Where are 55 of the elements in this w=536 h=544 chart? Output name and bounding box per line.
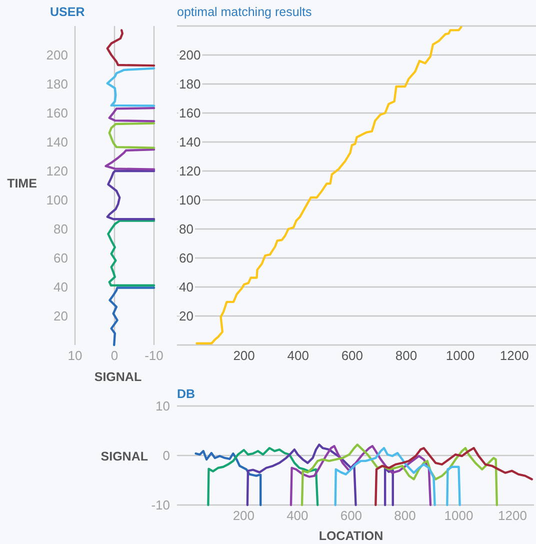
x-tick-label: 1200 — [500, 348, 529, 363]
x-tick-label: 1200 — [498, 508, 527, 523]
x-tick-label: 600 — [341, 348, 364, 363]
x-tick-label: 800 — [394, 508, 416, 523]
y-tick-label: 120 — [46, 164, 68, 179]
y-tick-label: 120 — [179, 164, 201, 179]
y-tick-label: 20 — [54, 308, 68, 324]
y-tick-label: 100 — [46, 192, 68, 208]
line-series — [194, 450, 262, 506]
x-tick-label: 10 — [68, 348, 82, 363]
line-series — [108, 286, 156, 346]
y-axis-title: SIGNAL — [100, 449, 148, 464]
y-tick-label: 160 — [46, 106, 68, 121]
y-tick-label: 40 — [179, 280, 194, 295]
line-series — [106, 67, 156, 107]
chart-title: DB — [177, 387, 196, 401]
y-tick-label: 160 — [179, 106, 201, 121]
x-axis-title: LOCATION — [318, 529, 384, 543]
line-series — [107, 220, 156, 287]
x-tick-label: 400 — [287, 348, 309, 363]
y-tick-label: 40 — [54, 280, 68, 295]
line-series — [207, 446, 319, 506]
y-tick-label: 180 — [46, 76, 68, 92]
x-tick-label: 200 — [232, 508, 255, 523]
y-tick-label: 140 — [179, 134, 201, 150]
y-tick-label: 60 — [179, 250, 194, 266]
x-axis-title: SIGNAL — [94, 370, 142, 384]
x-tick-label: 400 — [286, 508, 308, 523]
x-tick-label: 200 — [233, 348, 255, 363]
y-tick-label: 200 — [46, 48, 68, 63]
x-tick-label: 600 — [340, 508, 362, 523]
x-tick-label: 1000 — [446, 348, 475, 363]
y-tick-label: 200 — [179, 48, 201, 63]
y-tick-label: 180 — [179, 76, 201, 92]
line-series — [106, 29, 156, 67]
y-tick-label: 100 — [179, 192, 201, 208]
y-tick-label: 20 — [179, 308, 194, 324]
y-tick-label: 140 — [46, 134, 68, 150]
y-tick-label: 60 — [54, 250, 68, 266]
chart-title: USER — [50, 5, 85, 19]
y-tick-label: 0 — [162, 448, 170, 464]
line-series — [374, 446, 533, 506]
y-tick-label: 80 — [54, 222, 68, 237]
line-series — [108, 122, 156, 149]
line-series — [300, 444, 498, 506]
x-tick-label: 800 — [395, 348, 418, 363]
line-series — [106, 170, 156, 220]
y-axis-title: TIME — [7, 176, 37, 190]
line-series — [290, 444, 432, 506]
x-tick-label: 1000 — [444, 508, 474, 523]
x-tick-label: 0 — [110, 348, 118, 363]
y-tick-label: -10 — [151, 498, 170, 513]
chart-title: optimal matching results — [177, 5, 312, 19]
y-tick-label: 10 — [156, 398, 170, 414]
y-tick-label: 80 — [179, 222, 194, 237]
